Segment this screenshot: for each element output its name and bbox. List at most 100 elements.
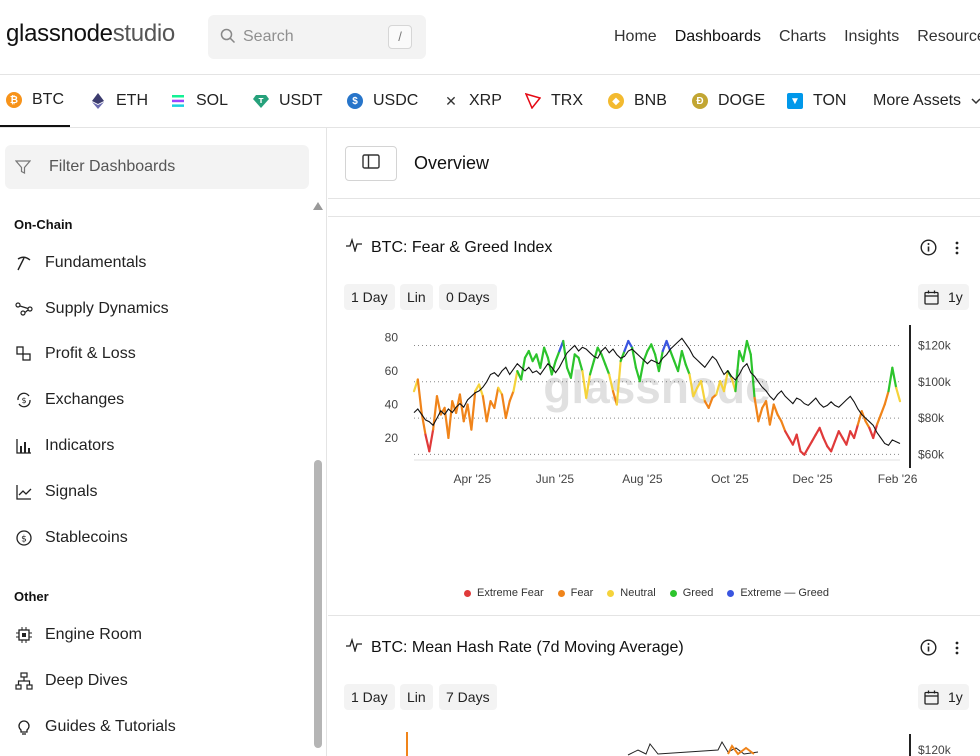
sidebar-item-exchanges[interactable]: $ Exchanges bbox=[14, 385, 124, 415]
fear-greed-segment bbox=[833, 430, 840, 443]
sidebar-item-guides-tutorials[interactable]: Guides & Tutorials bbox=[14, 712, 176, 742]
fear-greed-segment bbox=[822, 436, 829, 448]
sidebar-item-supply-dynamics[interactable]: Supply Dynamics bbox=[14, 294, 169, 324]
resolution-chip[interactable]: 1 Day bbox=[344, 284, 395, 310]
asset-bar: ₿ BTC ETH SOL T USDT $ USDC ✕ XRP TRX ◆ BNB Ð… bbox=[0, 75, 980, 128]
x-tick-label: Feb '26 bbox=[878, 472, 918, 486]
logo-light: studio bbox=[112, 20, 176, 47]
fear-greed-segment bbox=[615, 359, 622, 406]
nav-dashboards[interactable]: Dashboards bbox=[674, 28, 761, 45]
filter-dashboards-input[interactable]: Filter Dashboards bbox=[5, 145, 309, 189]
sidebar-item-deep-dives[interactable]: Deep Dives bbox=[14, 666, 128, 696]
asset-tab-ton[interactable]: ▼ TON bbox=[787, 75, 846, 127]
fear-greed-segment bbox=[891, 366, 898, 389]
fear-greed-segment bbox=[550, 359, 557, 376]
legend-item-greed[interactable]: Greed bbox=[669, 587, 713, 599]
sidebar-item-stablecoins[interactable]: $ Stablecoins bbox=[14, 523, 128, 553]
fear-greed-segment bbox=[569, 353, 576, 379]
card-title: BTC: Mean Hash Rate (7d Moving Average) bbox=[346, 637, 684, 657]
asset-tab-eth[interactable]: ETH bbox=[90, 75, 148, 127]
fear-greed-segment bbox=[757, 406, 764, 423]
asset-label: DOGE bbox=[718, 92, 766, 109]
sidebar-item-indicators[interactable]: Indicators bbox=[14, 431, 114, 461]
sitemap-icon bbox=[14, 671, 34, 691]
fear-greed-segment bbox=[497, 386, 504, 396]
fear-greed-segment bbox=[650, 343, 657, 356]
asset-tab-bnb[interactable]: ◆ BNB bbox=[608, 75, 667, 127]
sidebar-item-label: Engine Room bbox=[45, 626, 142, 643]
btc-price-line bbox=[627, 740, 759, 756]
legend-item-fear[interactable]: Fear bbox=[557, 587, 593, 599]
asset-tab-xrp[interactable]: ✕ XRP bbox=[443, 75, 502, 127]
fear-greed-segment bbox=[588, 359, 595, 376]
x-tick-label: Dec '25 bbox=[792, 472, 833, 486]
scale-chip[interactable]: Lin bbox=[400, 684, 433, 710]
more-assets-dropdown[interactable]: More Assets bbox=[873, 75, 980, 127]
fear-greed-segment bbox=[623, 339, 630, 353]
search-box[interactable]: Search / bbox=[208, 15, 426, 59]
fear-greed-segment bbox=[447, 400, 454, 440]
logo[interactable]: glassnodestudio bbox=[6, 20, 175, 48]
info-icon[interactable] bbox=[920, 239, 937, 261]
dollar-coin-icon: $ bbox=[14, 528, 34, 548]
chart-pulse-icon bbox=[346, 237, 362, 257]
asset-tab-usdt[interactable]: T USDT bbox=[253, 75, 323, 127]
hash-rate-chart[interactable]: $120k bbox=[328, 724, 980, 756]
y-left-tick-label: 40 bbox=[385, 398, 399, 412]
lightbulb-icon bbox=[14, 717, 34, 737]
fear-greed-segment bbox=[715, 380, 722, 396]
sidebar-item-label: Signals bbox=[45, 483, 98, 500]
logo-bold: glassnode bbox=[6, 20, 113, 47]
nav-home[interactable]: Home bbox=[614, 28, 657, 45]
resolution-chip[interactable]: 1 Day bbox=[344, 684, 395, 710]
moving-average-chip[interactable]: 0 Days bbox=[439, 284, 497, 310]
asset-tab-sol[interactable]: SOL bbox=[170, 75, 228, 127]
sidebar-scrollbar-thumb[interactable] bbox=[314, 460, 322, 748]
fear-greed-segment bbox=[742, 339, 749, 363]
fear-greed-segment bbox=[493, 386, 500, 409]
asset-tab-usdc[interactable]: $ USDC bbox=[347, 75, 418, 127]
sol-icon bbox=[170, 93, 186, 109]
search-icon bbox=[220, 28, 236, 49]
legend-item-neutral[interactable]: Neutral bbox=[607, 587, 656, 599]
legend-item-extreme-greed[interactable]: Extreme — Greed bbox=[727, 587, 829, 599]
nav-charts[interactable]: Charts bbox=[778, 28, 827, 45]
section-heading-on-chain: On-Chain bbox=[14, 217, 73, 232]
asset-tab-trx[interactable]: TRX bbox=[525, 75, 583, 127]
card-title: BTC: Fear & Greed Index bbox=[346, 237, 552, 257]
fear-greed-segment bbox=[872, 423, 879, 440]
scroll-up-arrow[interactable] bbox=[313, 202, 323, 210]
date-range-label: 1y bbox=[948, 289, 963, 305]
filter-placeholder: Filter Dashboards bbox=[49, 158, 176, 175]
fear-greed-segment bbox=[554, 349, 561, 363]
date-range-button[interactable]: 1y bbox=[918, 284, 969, 310]
legend-label: Extreme — Greed bbox=[740, 587, 829, 599]
chart-pulse-icon bbox=[346, 637, 362, 657]
sidebar: Filter Dashboards On-Chain Fundamentals … bbox=[0, 128, 327, 756]
more-options-icon[interactable] bbox=[955, 241, 959, 260]
y-right-tick-label: $60k bbox=[918, 447, 945, 461]
nav-resources[interactable]: Resource bbox=[917, 28, 980, 45]
fear-greed-segment bbox=[669, 349, 676, 363]
y-right-tick-label: $100k bbox=[918, 375, 952, 389]
sidebar-item-fundamentals[interactable]: Fundamentals bbox=[14, 248, 146, 278]
scale-chip[interactable]: Lin bbox=[400, 284, 433, 310]
sidebar-item-engine-room[interactable]: Engine Room bbox=[14, 620, 142, 650]
asset-tab-btc[interactable]: ₿ BTC bbox=[0, 75, 70, 127]
moving-average-chip[interactable]: 7 Days bbox=[439, 684, 497, 710]
nav-insights[interactable]: Insights bbox=[844, 28, 900, 45]
legend-item-extreme-fear[interactable]: Extreme Fear bbox=[464, 587, 544, 599]
fear-greed-segment bbox=[776, 413, 783, 423]
more-options-icon[interactable] bbox=[955, 641, 959, 660]
info-icon[interactable] bbox=[920, 639, 937, 661]
sidebar-item-signals[interactable]: Signals bbox=[14, 477, 97, 507]
fear-greed-segment bbox=[600, 353, 607, 366]
date-range-button[interactable]: 1y bbox=[918, 684, 969, 710]
sidebar-toggle-button[interactable] bbox=[345, 146, 397, 181]
fear-greed-segment bbox=[512, 370, 519, 393]
card-actions bbox=[920, 639, 959, 661]
asset-tab-doge[interactable]: Ð DOGE bbox=[692, 75, 765, 127]
sidebar-item-profit-loss[interactable]: Profit & Loss bbox=[14, 339, 136, 369]
fear-greed-segment bbox=[895, 386, 902, 403]
